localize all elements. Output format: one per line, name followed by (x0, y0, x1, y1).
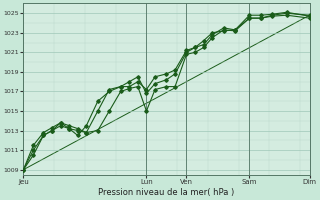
X-axis label: Pression niveau de la mer( hPa ): Pression niveau de la mer( hPa ) (98, 188, 235, 197)
